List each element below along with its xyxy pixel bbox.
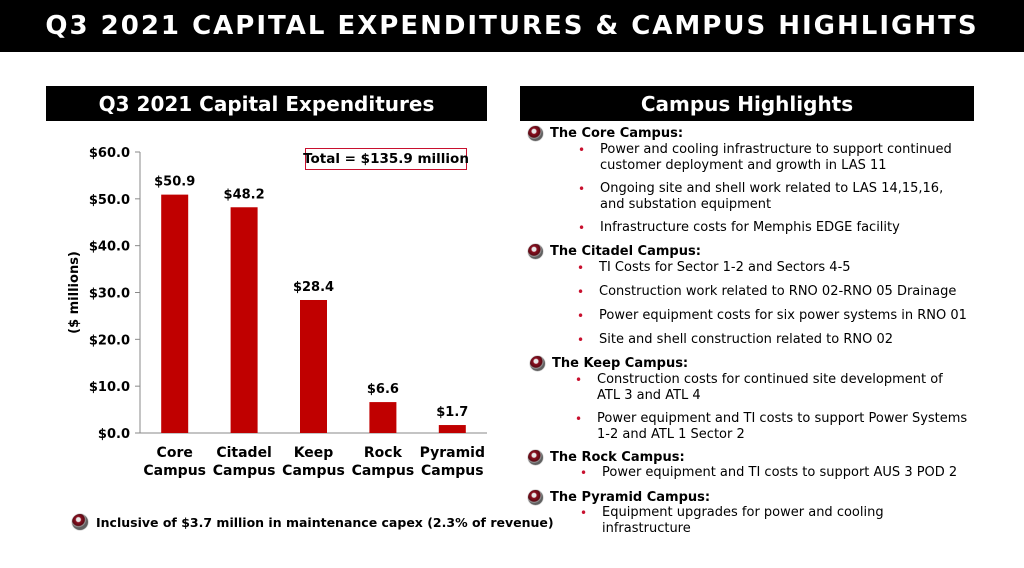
y-tick-label: $40.0 bbox=[89, 240, 130, 255]
y-axis-label: ($ millions) bbox=[67, 251, 82, 334]
highlight-item: • Infrastructure costs for Memphis EDGE f… bbox=[578, 220, 900, 235]
campus-citadel: The Citadel Campus: bbox=[528, 244, 701, 259]
bullet-icon bbox=[528, 450, 543, 465]
title-bar: Q3 2021 CAPITAL EXPENDITURES & CAMPUS HI… bbox=[0, 0, 1024, 52]
y-tick-label: $0.0 bbox=[98, 427, 130, 442]
y-tick-label: $30.0 bbox=[89, 287, 130, 302]
data-label: $6.6 bbox=[367, 382, 399, 397]
highlights-panel-header: Campus Highlights bbox=[520, 86, 974, 121]
highlight-item: • Ongoing site and shell work related to … bbox=[578, 181, 944, 212]
bar bbox=[230, 207, 258, 433]
campus-name: The Pyramid Campus: bbox=[550, 490, 711, 505]
capex-panel-title: Q3 2021 Capital Expenditures bbox=[98, 91, 435, 116]
category-label: Core bbox=[157, 445, 193, 461]
bullet-icon bbox=[528, 126, 543, 141]
category-label: Citadel bbox=[216, 445, 272, 461]
page-title: Q3 2021 CAPITAL EXPENDITURES & CAMPUS HI… bbox=[45, 11, 979, 41]
category-label: Campus bbox=[213, 463, 276, 479]
bar bbox=[300, 299, 327, 433]
data-label: $50.9 bbox=[154, 175, 195, 190]
highlight-item: • Power equipment and TI costs to support… bbox=[575, 411, 968, 442]
bar bbox=[161, 194, 189, 433]
y-tick-label: $50.0 bbox=[89, 193, 130, 208]
capex-panel-header: Q3 2021 Capital Expenditures bbox=[46, 86, 487, 121]
data-label: $1.7 bbox=[436, 405, 468, 420]
data-label: $28.4 bbox=[293, 280, 334, 295]
category-label: Campus bbox=[421, 463, 484, 479]
category-label: Campus bbox=[282, 463, 345, 479]
category-label: Rock bbox=[364, 445, 403, 461]
highlight-item: • Power equipment and TI costs to support… bbox=[580, 465, 958, 480]
campus-pyramid: The Pyramid Campus: bbox=[528, 490, 710, 505]
highlight-item: • Site and shell construction related to … bbox=[577, 332, 893, 347]
category-label: Campus bbox=[143, 463, 206, 479]
footnote: Inclusive of $3.7 million in maintenance… bbox=[72, 514, 554, 530]
highlights-panel-title: Campus Highlights bbox=[640, 91, 854, 116]
category-label: Keep bbox=[294, 445, 334, 461]
campus-name: The Rock Campus: bbox=[550, 450, 685, 465]
y-tick-label: $20.0 bbox=[89, 333, 130, 348]
bullet-icon bbox=[530, 356, 545, 371]
bullet-icon bbox=[528, 244, 543, 259]
campus-name: The Keep Campus: bbox=[552, 356, 689, 371]
highlight-item: • Construction costs for continued site d… bbox=[575, 372, 943, 403]
campus-rock: The Rock Campus: bbox=[528, 450, 685, 465]
y-tick-label: $60.0 bbox=[89, 146, 130, 161]
highlight-item: • Equipment upgrades for power and coolin… bbox=[580, 505, 884, 536]
total-label: Total = $135.9 million bbox=[303, 151, 469, 167]
bullet-icon bbox=[528, 490, 543, 505]
highlight-item: • Construction work related to RNO 02-RNO… bbox=[577, 284, 957, 299]
category-label: Campus bbox=[352, 463, 415, 479]
highlight-item: • TI Costs for Sector 1-2 and Sectors 4-5 bbox=[577, 260, 851, 275]
footnote-text: Inclusive of $3.7 million in maintenance… bbox=[96, 514, 554, 530]
campus-core: The Core Campus: bbox=[528, 126, 683, 141]
capex-bar-chart: ($ millions) $0.0 $10.0 $20.0 $30.0 $40.0 $50.… bbox=[67, 146, 487, 479]
y-tick-label: $10.0 bbox=[89, 380, 130, 395]
total-callout: Total = $135.9 million bbox=[303, 148, 469, 170]
data-label: $48.2 bbox=[224, 187, 265, 202]
bar bbox=[369, 402, 397, 433]
campus-name: The Citadel Campus: bbox=[550, 244, 701, 259]
highlight-item: • Power and cooling infrastructure to sup… bbox=[578, 142, 952, 173]
category-label: Pyramid bbox=[420, 445, 485, 461]
highlight-item: • Power equipment costs for six power sys… bbox=[577, 308, 967, 323]
campus-keep: The Keep Campus: bbox=[530, 356, 688, 371]
campus-name: The Core Campus: bbox=[550, 126, 684, 141]
bar bbox=[438, 425, 466, 433]
bullet-icon bbox=[72, 514, 88, 530]
